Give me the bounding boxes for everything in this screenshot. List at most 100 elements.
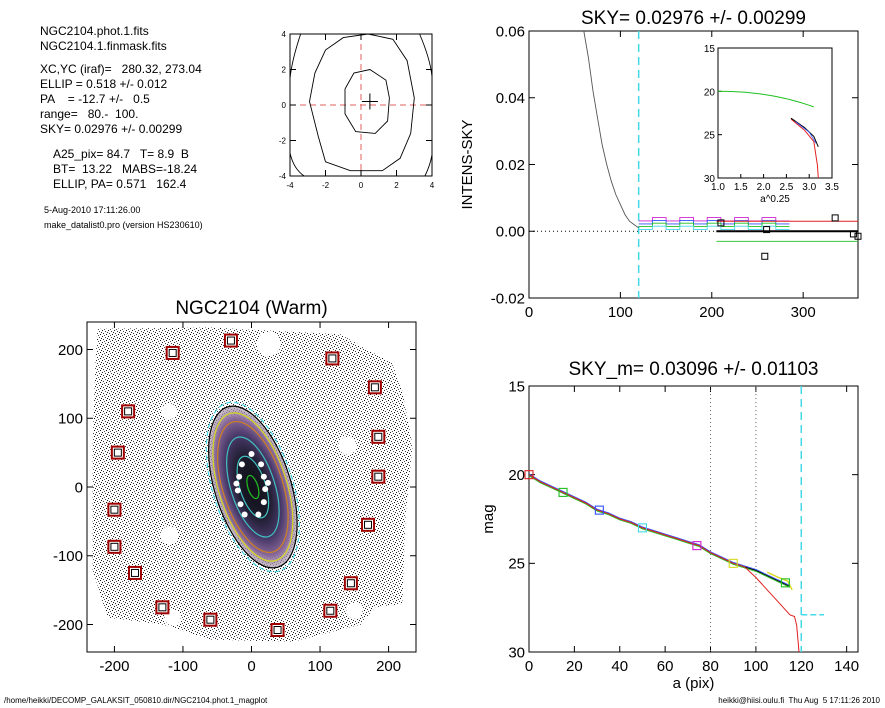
y-tick-label: 100 — [58, 411, 83, 428]
y-tick-label: -200 — [53, 617, 83, 634]
x-tick-label: -4 — [286, 181, 294, 190]
galaxy-contour — [208, 405, 298, 569]
mask-box-inner — [110, 505, 119, 514]
header-program: make_datalist0.pro (version HS230610) — [44, 220, 203, 230]
mag-square — [728, 558, 738, 568]
y-tick-label: -2 — [279, 136, 287, 145]
galaxy-mask-dot — [238, 461, 245, 468]
x-tick-label: -100 — [168, 658, 198, 675]
x-tick-label: 200 — [699, 304, 724, 321]
galaxy-mask-dot — [237, 501, 244, 508]
x-tick-label: 0 — [359, 181, 364, 190]
galaxy-contour — [246, 474, 260, 500]
y-tick-label: 4 — [282, 30, 287, 39]
sky-square — [831, 214, 839, 222]
mask-box-inner — [168, 348, 177, 357]
contour-line — [424, 154, 433, 177]
mask-box-inner — [364, 520, 373, 529]
sky-plot: SKY= 0.02976 +/- 0.00299 INTENS-SKY 0 100 20… — [459, 8, 862, 321]
footer-path: /home/heikki/DECOMP_GALAKSIT_050810.dir/… — [4, 696, 268, 705]
sky-step-line — [638, 220, 790, 225]
header-line: NGC2104.1.finmask.fits — [40, 39, 167, 53]
mask-box — [325, 351, 340, 366]
mask-box — [223, 333, 238, 348]
mask-box-inner — [206, 615, 215, 624]
mask-box — [155, 600, 170, 615]
x-tick-label: -2 — [322, 181, 330, 190]
profile-xlabel: a (pix) — [673, 675, 715, 692]
x-tick-label: 100 — [608, 304, 633, 321]
mask-box — [371, 469, 386, 484]
inset-x-tick-label: 2.0 — [757, 182, 771, 193]
image-blob — [160, 526, 179, 545]
inset-y-tick-label: 30 — [704, 174, 716, 185]
inset-x-tick-label: 3.0 — [802, 182, 816, 193]
sky-ylabel: INTENS-SKY — [459, 119, 476, 209]
sky-step-line — [638, 225, 790, 231]
intensity-profile — [583, 30, 639, 229]
x-tick-label: 80 — [702, 658, 719, 675]
galaxy-mask-dot — [262, 486, 269, 493]
inset-curve — [717, 90, 814, 108]
mask-box — [107, 539, 122, 554]
sky-step-line — [638, 222, 790, 228]
galaxy-mask-dot — [260, 473, 267, 480]
mask-box-inner — [326, 606, 335, 615]
image-blob — [161, 403, 178, 420]
galaxy-mask-dot — [248, 451, 255, 457]
x-tick-label: 100 — [308, 658, 333, 675]
mask-box-inner — [328, 354, 337, 363]
galaxy-mask-dot — [236, 473, 243, 480]
inset-curve — [790, 118, 819, 179]
mask-box-inner — [273, 626, 282, 634]
mask-box — [367, 380, 382, 395]
mask-box — [371, 429, 386, 444]
sky-square — [854, 232, 862, 240]
contour-plot: -4 -2 0 2 4 -4 -2 0 2 4 — [279, 30, 435, 190]
mask-box — [165, 345, 180, 360]
mag-square — [780, 578, 790, 588]
mag-curve-red — [528, 474, 800, 653]
mask-box-inner — [110, 542, 119, 551]
galaxy-mask-dot — [258, 461, 265, 468]
y-tick-label: 200 — [58, 342, 83, 359]
image-title: NGC2104 (Warm) — [175, 298, 327, 319]
x-tick-label: 4 — [430, 181, 435, 190]
mask-box — [343, 576, 358, 591]
inset-x-tick-label: 3.5 — [825, 182, 839, 193]
mask-box — [323, 603, 338, 618]
sky-step-line — [638, 217, 790, 222]
header-line: PA = -12.7 +/- 0.5 — [40, 92, 150, 106]
inset-x-tick-label: 1.5 — [734, 182, 748, 193]
header-line: ELLIP, PA= 0.571 162.4 — [53, 177, 187, 191]
y-tick-label: -0.02 — [491, 290, 525, 307]
y-tick-label: 0.02 — [496, 157, 525, 174]
mask-box-inner — [226, 336, 235, 345]
inset-y-tick-label: 25 — [704, 131, 716, 142]
x-tick-label: 0 — [247, 658, 255, 675]
inset-x-tick-label: 1.0 — [711, 182, 725, 193]
inset-xlabel: a^0.25 — [760, 194, 790, 205]
sky-square — [761, 252, 769, 260]
inset-x-tick-label: 2.5 — [779, 182, 793, 193]
x-tick-label: 120 — [789, 658, 814, 675]
x-tick-label: 60 — [657, 658, 674, 675]
image-blob — [338, 436, 357, 455]
y-tick-label: 30 — [508, 644, 525, 661]
contour-line — [289, 33, 302, 79]
x-tick-label: 200 — [376, 658, 401, 675]
header-line: A25_pix= 84.7 T= 8.9 B — [53, 147, 189, 161]
image-blob — [256, 332, 281, 356]
mask-box — [127, 565, 142, 580]
inset-y-tick-label: 15 — [704, 44, 716, 55]
x-tick-label: 300 — [791, 304, 816, 321]
mask-box-inner — [124, 407, 133, 416]
footer-user: heikki@hiisi.oulu.fi Thu Aug 5 17:11:26 … — [718, 696, 880, 705]
contour-line — [309, 33, 415, 172]
galaxy-contour — [217, 420, 289, 554]
mask-box — [121, 404, 136, 419]
y-tick-label: -4 — [279, 172, 287, 181]
inset-y-tick-label: 20 — [704, 87, 716, 98]
sky-square — [717, 219, 725, 227]
sky-title: SKY= 0.02976 +/- 0.00299 — [581, 8, 806, 29]
